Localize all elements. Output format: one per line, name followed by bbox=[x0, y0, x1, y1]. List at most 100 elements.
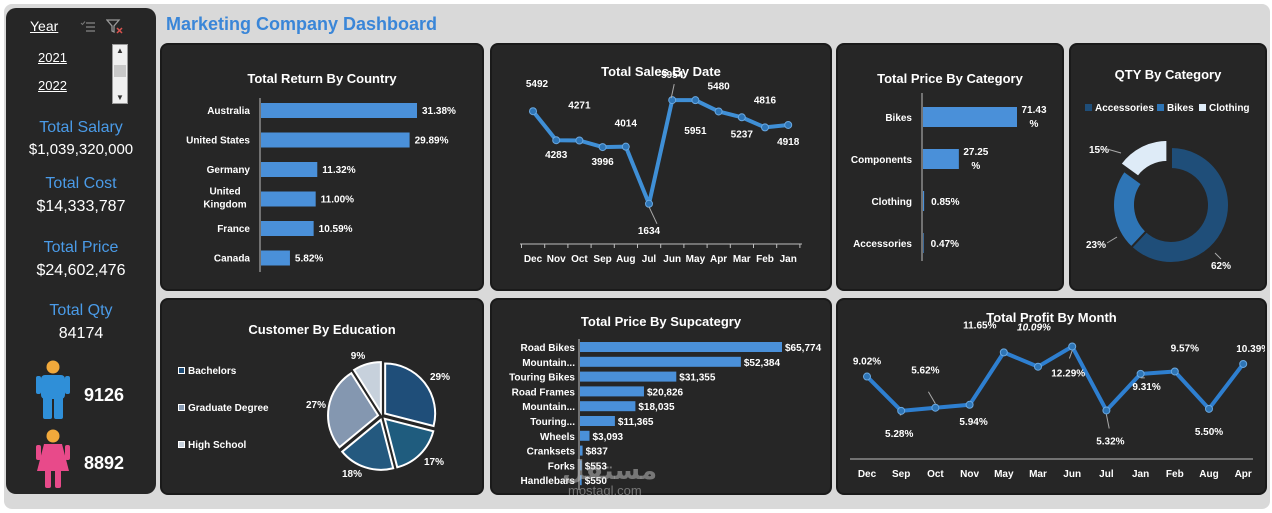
leader-line bbox=[1106, 148, 1122, 154]
sales-by-date-panel: Total Sales By Date 5492 Dec 4283 Nov 4271 Oc… bbox=[490, 43, 832, 291]
female-icon bbox=[36, 429, 70, 488]
slice-accessories bbox=[1129, 145, 1230, 264]
profit-by-month-title: Total Profit By Month bbox=[986, 310, 1117, 325]
scroll-down-icon[interactable]: ▼ bbox=[116, 93, 124, 102]
x-tick-label: Mar bbox=[733, 254, 751, 265]
total-cost-label: Total Cost bbox=[45, 175, 117, 192]
data-label: 11.32% bbox=[322, 165, 355, 176]
total-qty-label: Total Qty bbox=[49, 302, 113, 319]
data-label: 5.82% bbox=[295, 254, 323, 265]
data-point bbox=[863, 372, 871, 381]
year-slicer-label: Year bbox=[30, 18, 59, 34]
data-label: $31,355 bbox=[679, 373, 716, 384]
year-item-2022[interactable]: 2022 bbox=[38, 78, 67, 93]
bar bbox=[580, 416, 615, 426]
data-label: $550 bbox=[585, 476, 608, 487]
data-point bbox=[1102, 406, 1111, 415]
data-label: 4918 bbox=[777, 137, 800, 148]
x-tick-label: Sep bbox=[892, 469, 910, 480]
data-point bbox=[1034, 362, 1042, 371]
data-label: 9% bbox=[351, 351, 366, 362]
bar bbox=[580, 401, 636, 412]
x-tick-label: Oct bbox=[571, 254, 588, 265]
data-label: 18% bbox=[342, 469, 362, 480]
slice-3 bbox=[327, 371, 380, 449]
legend-bachelors: Bachelors bbox=[178, 366, 236, 377]
category-label: Forks bbox=[548, 461, 576, 472]
series-line bbox=[865, 344, 1245, 413]
year-item-2021[interactable]: 2021 bbox=[38, 50, 67, 65]
data-label: 11.00% bbox=[321, 195, 354, 206]
bar bbox=[580, 430, 590, 441]
data-point bbox=[931, 403, 940, 412]
scroll-up-icon[interactable]: ▲ bbox=[116, 46, 124, 55]
x-tick-label: Jul bbox=[1099, 469, 1114, 480]
male-count: 9126 bbox=[84, 385, 125, 405]
data-point bbox=[714, 107, 723, 116]
data-label: 0.85% bbox=[931, 197, 959, 208]
bar-canada bbox=[261, 250, 290, 266]
x-tick-label: Nov bbox=[547, 254, 566, 265]
x-tick-label: Jul bbox=[642, 254, 657, 265]
data-point bbox=[668, 96, 677, 105]
leader-line bbox=[927, 391, 936, 404]
bar bbox=[580, 356, 741, 367]
x-tick-label: Nov bbox=[960, 469, 979, 480]
data-point bbox=[784, 120, 793, 129]
leader-line bbox=[670, 83, 675, 99]
legend-bikes: Bikes bbox=[1157, 103, 1194, 114]
watermark-logo: مستقل bbox=[562, 455, 658, 485]
data-point bbox=[1205, 404, 1213, 413]
total-price-label: Total Price bbox=[43, 239, 119, 256]
data-label: 4816 bbox=[754, 95, 777, 106]
data-label: 10.09% bbox=[1017, 323, 1051, 334]
return-by-country-chart: 31.38% Australia 29.89% United States 11.32%… bbox=[186, 98, 456, 272]
bar-australia bbox=[261, 103, 417, 118]
data-label: 29% bbox=[430, 372, 450, 383]
bar bbox=[580, 371, 677, 382]
data-point bbox=[761, 123, 769, 132]
category-label: Canada bbox=[214, 254, 251, 265]
sidebar: Year 2021 2022 ▲ ▼ Total Salary $1,039,3… bbox=[6, 8, 156, 494]
total-salary-label: Total Salary bbox=[39, 119, 123, 136]
x-tick-label: Jun bbox=[663, 254, 681, 265]
price-by-category-chart: Bikes 71.43% Components 27.25% Clothing 0.85%… bbox=[851, 93, 1047, 261]
x-tick-label: Dec bbox=[858, 469, 877, 480]
slice-1 bbox=[383, 417, 435, 469]
sales-by-date-chart: 5492 Dec 4283 Nov 4271 Oct 3996 Sep 4014 Aug 1634 J… bbox=[520, 70, 802, 265]
customer-by-education-panel: Customer By Education Bachelors Graduate… bbox=[160, 298, 484, 495]
data-label: 27% bbox=[306, 400, 326, 411]
scroll-thumb[interactable] bbox=[114, 65, 126, 77]
data-label: 5492 bbox=[526, 79, 549, 90]
return-by-country-title: Total Return By Country bbox=[247, 71, 397, 86]
clear-filter-icon[interactable] bbox=[106, 18, 124, 34]
bar bbox=[580, 386, 644, 397]
profit-by-month-chart: 9.02% Dec 5.28% Sep 5.62% Oct 5.94% Nov 11.65% Ma… bbox=[850, 320, 1265, 480]
x-tick-label: Apr bbox=[710, 254, 727, 265]
data-label: 9.02% bbox=[853, 357, 881, 368]
data-label: 17% bbox=[424, 457, 444, 468]
category-label: Road Frames bbox=[512, 387, 576, 398]
data-label: $18,035 bbox=[638, 402, 675, 413]
slice-0 bbox=[384, 362, 437, 428]
category-label: Components bbox=[851, 155, 913, 166]
multi-select-icon[interactable] bbox=[80, 20, 96, 34]
category-label: Road Bikes bbox=[521, 343, 576, 354]
data-point bbox=[1170, 367, 1179, 376]
data-label: 10.59% bbox=[319, 224, 353, 235]
data-label: 10.39% bbox=[1236, 344, 1265, 355]
data-label: 4283 bbox=[545, 150, 568, 161]
x-tick-label: Feb bbox=[756, 254, 774, 265]
data-point bbox=[552, 136, 561, 145]
watermark-url: mostaql.com bbox=[568, 483, 642, 498]
price-by-subcategory-title: Total Price By Supcategry bbox=[580, 314, 742, 329]
category-label: United bbox=[209, 187, 240, 198]
leader-line bbox=[1068, 350, 1073, 359]
data-label: $52,384 bbox=[744, 358, 781, 369]
bar-united-kingdom bbox=[261, 191, 316, 207]
data-point bbox=[598, 143, 607, 152]
slicer-scrollbar[interactable]: ▲ ▼ bbox=[112, 44, 128, 104]
slice-2 bbox=[340, 418, 395, 471]
x-tick-label: Jun bbox=[1063, 469, 1081, 480]
customer-by-education-title: Customer By Education bbox=[248, 322, 396, 337]
